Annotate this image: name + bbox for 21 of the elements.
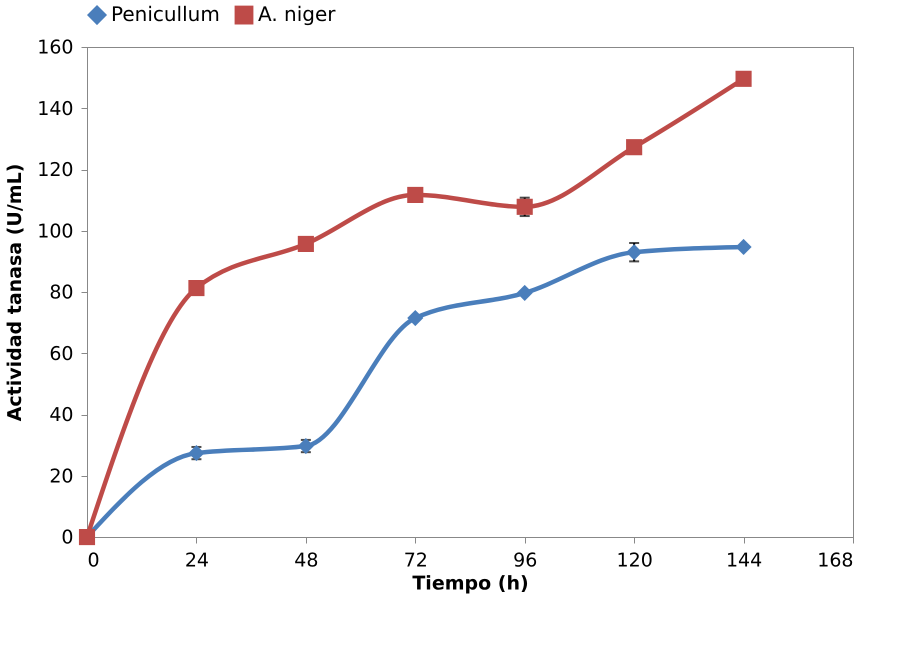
y-tick-label: 100 [37,220,74,242]
x-tick-label: 96 [513,550,538,572]
y-tick-label: 120 [37,159,74,181]
x-tick-label: 72 [404,550,428,572]
legend-label: A. niger [258,2,336,26]
y-tick-label: 160 [37,36,74,58]
x-tick-label: 120 [616,550,653,572]
y-tick-label: 20 [49,465,74,488]
y-tick-label: 0 [61,526,74,548]
y-tick-label: 60 [49,342,74,365]
x-tick-label: 24 [184,550,210,572]
x-tick-label: 168 [817,550,854,572]
x-tick-label: 144 [726,550,762,572]
x-tick-label: 48 [294,550,318,572]
y-tick-label: 140 [37,98,74,120]
legend-label: Penicullum [111,2,220,26]
y-tick-label: 40 [49,404,74,426]
y-axis-title: Actividad tanasa (U/mL) [4,164,26,422]
y-tick-label: 80 [49,282,74,304]
x-tick-label: 0 [88,550,100,572]
x-axis-title: Tiempo (h) [412,572,529,594]
